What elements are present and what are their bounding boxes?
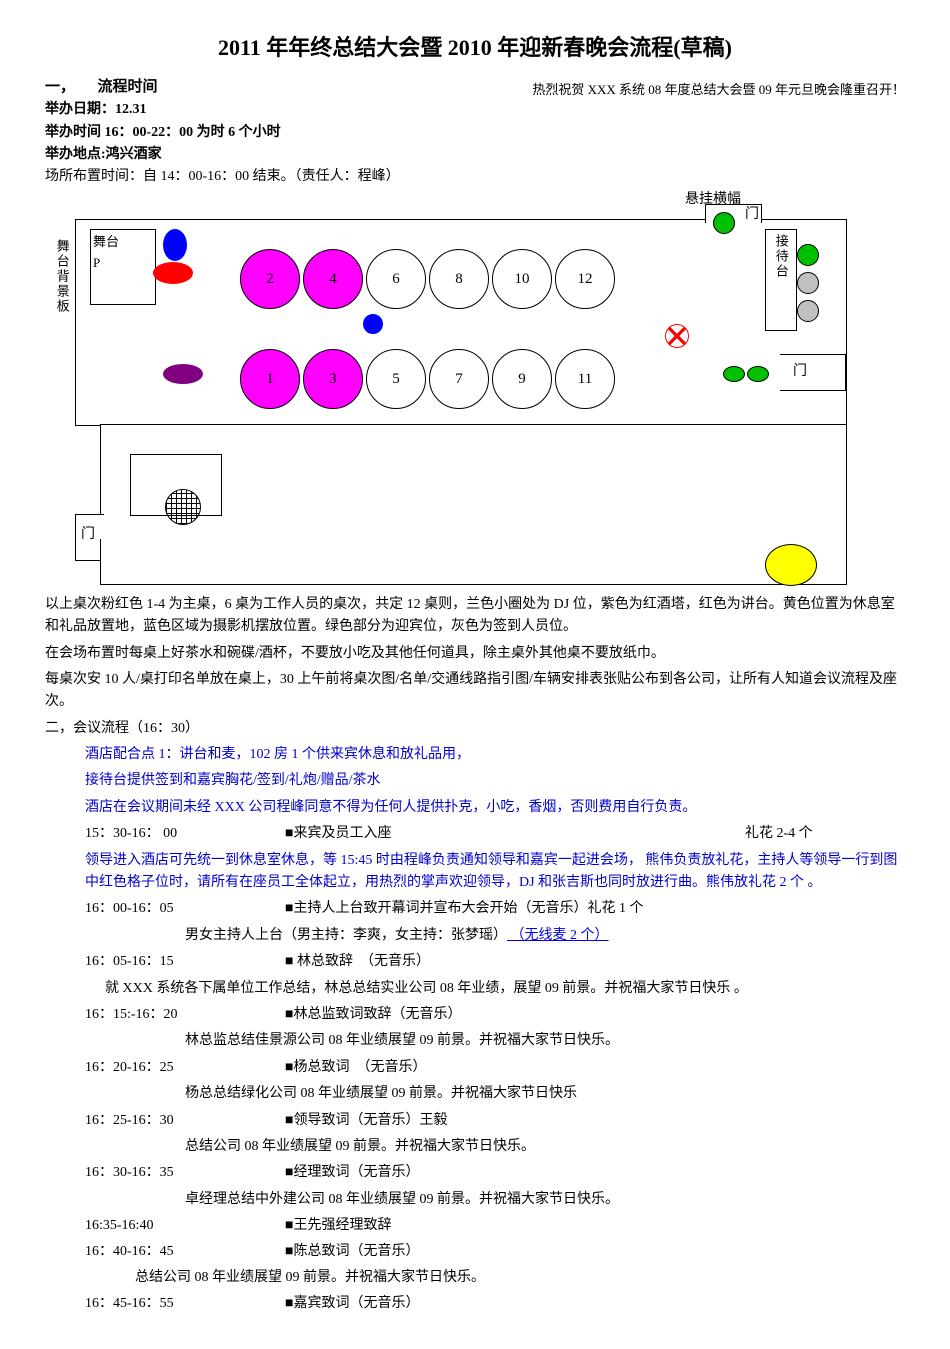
green-dot [747,366,769,382]
sched-main: ■陈总致词（无音乐） [285,1241,905,1263]
table-1: 1 [240,349,300,409]
sched-time: 16：00-16：05 [85,898,285,920]
table-10: 10 [492,249,552,309]
event-date: 举办日期：12.31 [45,99,532,121]
sched-row: 16：25-16：30■领导致词（无音乐）王毅 [45,1110,905,1132]
sched-time: 15：30-16： 00 [85,823,285,845]
blue-dj-circle [363,314,383,334]
sched-main: ■嘉宾致词（无音乐） [285,1293,905,1315]
sched-row-1: 15：30-16： 00 ■来宾及员工入座 礼花 2-4 个 [45,823,905,845]
sched-indent: 总结公司 08 年业绩展望 09 前景。并祝福大家节日快乐。 [45,1136,905,1158]
table-9: 9 [492,349,552,409]
table-2: 2 [240,249,300,309]
sched-row: 16：30-16：35■经理致词（无音乐） [45,1162,905,1184]
green-dot [713,212,735,234]
table-11: 11 [555,349,615,409]
hatch-circle [165,489,201,525]
banner-text: 热烈祝贺 XXX 系统 08 年度总结大会暨 09 年元旦晚会隆重召开！ [532,80,905,101]
sched-time: 16:35-16:40 [85,1215,285,1237]
sched-row: 16：00-16：05■主持人上台致开幕词并宣布大会开始（无音乐）礼花 1 个 [45,898,905,920]
sched-row: 16：40-16：45■陈总致词（无音乐） [45,1241,905,1263]
sched-main: ■林总监致词致辞（无音乐） [285,1004,905,1026]
table-5: 5 [366,349,426,409]
sched-indent: 林总监总结佳景源公司 08 年业绩展望 09 前景。并祝福大家节日快乐。 [45,1030,905,1052]
left-info: 一， 流程时间 举办日期：12.31 举办时间 16：00-22：00 为时 6… [45,75,532,166]
event-time: 举办时间 16：00-22：00 为时 6 个小时 [45,122,532,144]
table-3: 3 [303,349,363,409]
gray-dot [797,300,819,322]
stage-bg-label: 舞台背景板 [51,239,72,314]
setup-time: 场所布置时间：自 14：00-16：00 结束。（责任人：程峰） [45,166,905,188]
table-12: 12 [555,249,615,309]
sched-main: ■杨总致词 （无音乐） [285,1057,905,1079]
event-venue: 举办地点:鸿兴酒家 [45,144,532,166]
note-p1: 以上桌次粉红色 1-4 为主桌，6 桌为工作人员的桌次，共定 12 桌则，兰色小… [45,594,905,639]
sched-row: 16:35-16:40■王先强经理致辞 [45,1215,905,1237]
table-4: 4 [303,249,363,309]
floor-plan-diagram: 悬挂横幅 舞台背景板 舞台 P 门 接待台 门 门 24681012135791… [45,194,875,584]
sched-row: 16：05-16：15■ 林总致辞 （无音乐） [45,951,905,973]
blue-note-3: 酒店在会议期间未经 XXX 公司程峰同意不得为任何人提供扑克，小吃，香烟，否则费… [45,797,905,819]
reception-box: 接待台 [765,229,797,331]
door-label-right: 门 [793,361,807,383]
sched-time: 16：05-16：15 [85,951,285,973]
sched-main: ■ 林总致辞 （无音乐） [285,951,905,973]
sched-time: 16：25-16：30 [85,1110,285,1132]
purple-ellipse [163,364,203,384]
sched-indent: 卓经理总结中外建公司 08 年业绩展望 09 前景。并祝福大家节日快乐。 [45,1189,905,1211]
sched-main: ■来宾及员工入座 [285,823,745,845]
green-dot [723,366,745,382]
section1-head: 一， 流程时间 [45,75,532,99]
sched-row: 16：15:-16：20■林总监致词致辞（无音乐） [45,1004,905,1026]
sched-indent: 男女主持人上台（男主持：李爽，女主持：张梦瑶） （无线麦 2 个） [45,925,905,947]
blue-note-1: 酒店配合点 1：讲台和麦，102 房 1 个供来宾休息和放礼品用， [45,744,905,766]
blue-note-2: 接待台提供签到和嘉宾胸花/签到/礼炮/赠品/茶水 [45,770,905,792]
gray-dot [797,272,819,294]
sched-extra: 礼花 2-4 个 [745,823,905,845]
sched-time: 16：15:-16：20 [85,1004,285,1026]
note-p2: 在会场布置时每桌上好茶水和碗碟/酒杯，不要放小吃及其他任何道具，除主桌外其他桌不… [45,643,905,665]
table-8: 8 [429,249,489,309]
sched-indent: 就 XXX 系统各下属单位工作总结，林总总结实业公司 08 年业绩，展望 09 … [45,978,905,1000]
sched-main: ■领导致词（无音乐）王毅 [285,1110,905,1132]
banner-text-wrap: 热烈祝贺 XXX 系统 08 年度总结大会暨 09 年元旦晚会隆重召开！ [532,75,905,101]
red-ellipse [153,262,193,284]
section2-head: 二，会议流程（16：30） [45,718,905,740]
yellow-ellipse [765,544,817,586]
cross-icon [665,324,689,348]
blue-note-4: 领导进入酒店可先统一到休息室休息，等 15:45 时由程峰负责通知领导和嘉宾一起… [45,850,905,895]
page-title: 2011 年年终总结大会暨 2010 年迎新春晚会流程(草稿) [45,30,905,65]
stage-box: 舞台 P [90,229,156,305]
green-dot [797,244,819,266]
table-7: 7 [429,349,489,409]
door-label-bottom: 门 [81,524,95,546]
sched-main: ■主持人上台致开幕词并宣布大会开始（无音乐）礼花 1 个 [285,898,905,920]
sched-indent: 总结公司 08 年业绩展望 09 前景。并祝福大家节日快乐。 [45,1267,905,1289]
sched-time: 16：30-16：35 [85,1162,285,1184]
sched-main: ■王先强经理致辞 [285,1215,905,1237]
door-label-top: 门 [745,204,759,226]
wireless-mic-link[interactable]: （无线麦 2 个） [507,928,609,943]
sched-indent: 杨总总结绿化公司 08 年业绩展望 09 前景。并祝福大家节日快乐 [45,1083,905,1105]
blue-ellipse [163,229,187,261]
sched-row: 16：45-16：55■嘉宾致词（无音乐） [45,1293,905,1315]
sched-main: ■经理致词（无音乐） [285,1162,905,1184]
sched-time: 16：45-16：55 [85,1293,285,1315]
sched-time: 16：40-16：45 [85,1241,285,1263]
note-p3: 每桌次安 10 人/桌打印名单放在桌上，30 上午前将桌次图/名单/交通线路指引… [45,669,905,714]
table-6: 6 [366,249,426,309]
header-row: 一， 流程时间 举办日期：12.31 举办时间 16：00-22：00 为时 6… [45,75,905,166]
sched-time: 16：20-16：25 [85,1057,285,1079]
sched-row: 16：20-16：25■杨总致词 （无音乐） [45,1057,905,1079]
